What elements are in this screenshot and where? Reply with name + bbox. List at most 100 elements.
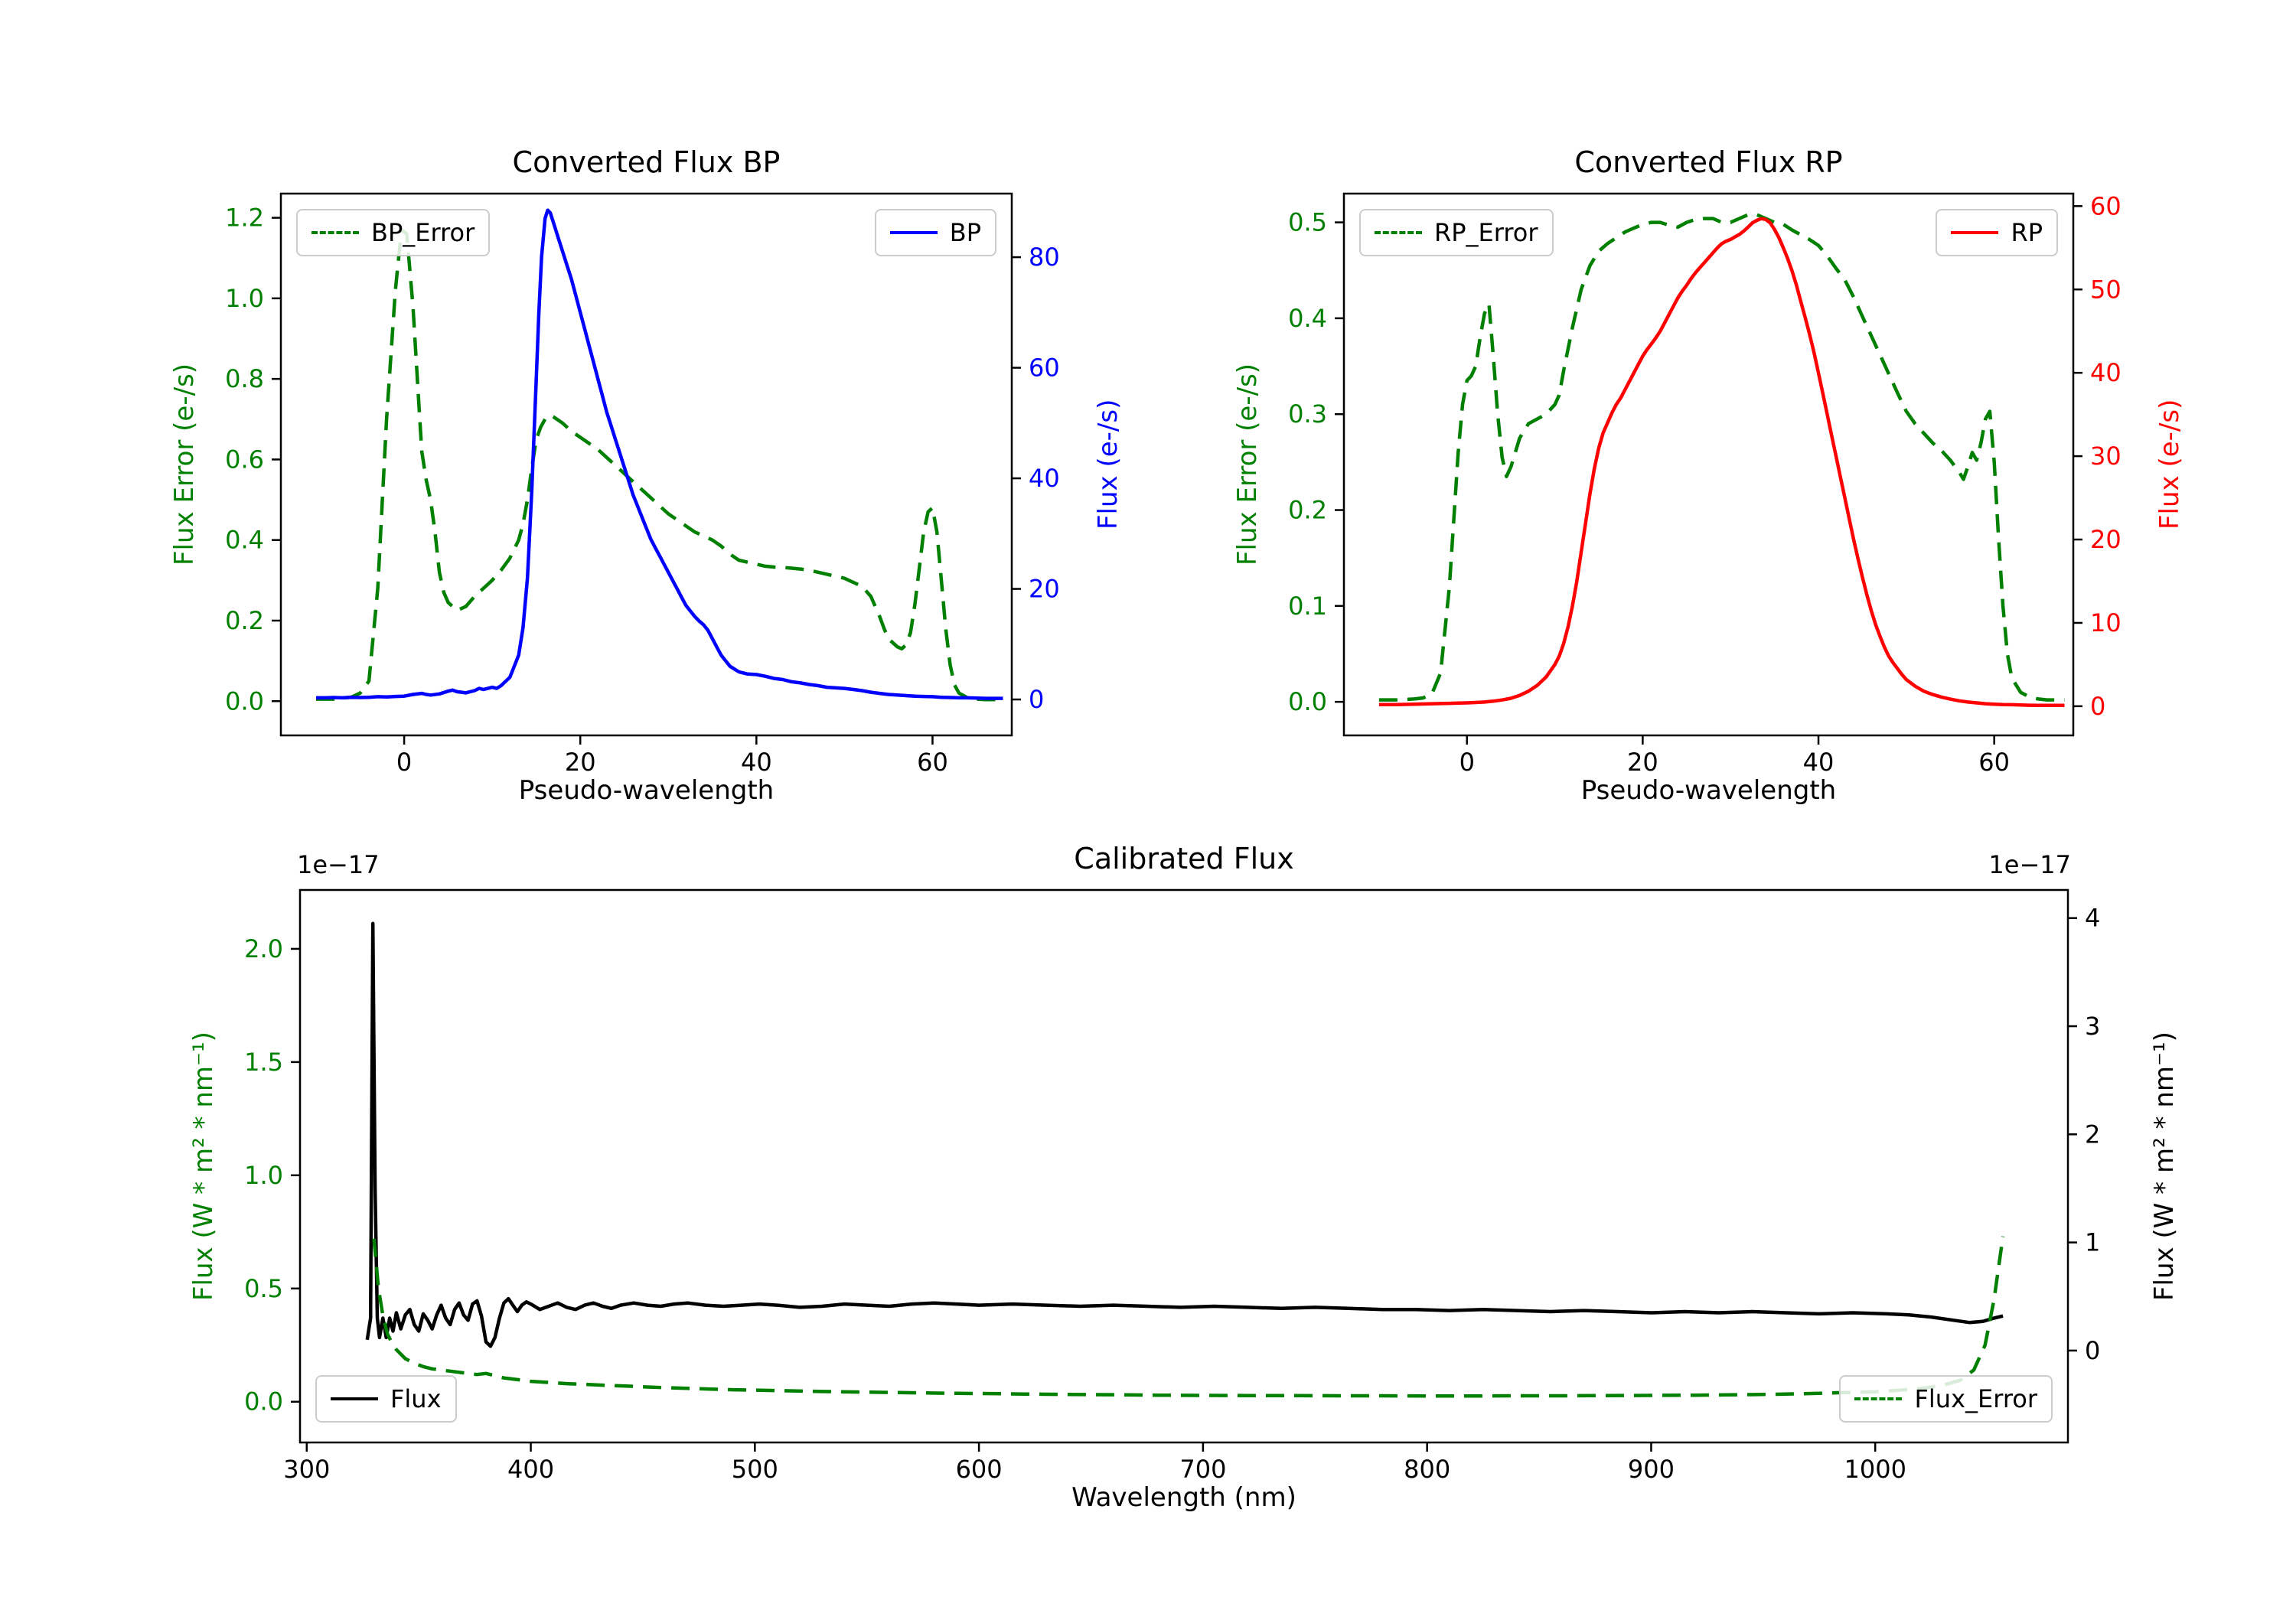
plot-title-calibrated: Calibrated Flux: [1074, 842, 1294, 875]
right-tick-label: 0: [2085, 1336, 2100, 1365]
series-group: [365, 921, 2005, 1398]
y-axis-label-left-bp: Flux Error (e-/s): [169, 363, 200, 566]
plot-title-bp: Converted Flux BP: [512, 145, 781, 179]
right-tick-label: 4: [2085, 904, 2100, 933]
legend-line-sample-flux-error: [1854, 1397, 1903, 1400]
axis-ticks: 0 20 40 60 0.0 0.2 0.4 0.6 0.8 1.0 1.2 0 20 40 60 80: [225, 204, 1060, 777]
x-tick-label: 40: [741, 748, 772, 777]
right-tick-label: 0: [2090, 692, 2105, 721]
x-tick-label: 800: [1404, 1455, 1450, 1484]
y-axis-label-left-calibrated: Flux (W * m² * nm⁻¹): [188, 1032, 219, 1301]
plot-area-calibrated: 300 400 500 600 700 800 900 1000 0.0 0.5 1.0 1.5 2.0…: [244, 888, 2100, 1484]
series-group: [1378, 213, 2065, 708]
right-tick-label: 30: [2090, 442, 2122, 471]
x-tick-label: 700: [1179, 1455, 1226, 1484]
series-group: [316, 208, 1003, 702]
y-axis-label-left-rp: Flux Error (e-/s): [1232, 363, 1263, 566]
plot-area-rp: 0 20 40 60 0.0 0.1 0.2 0.3 0.4 0.5 0 10 20 30 40 50 60: [1288, 191, 2122, 777]
axes-frame: [1342, 192, 2075, 737]
plot-area-bp: 0 20 40 60 0.0 0.2 0.4 0.6 0.8 1.0 1.2 0 20 40 60 80: [225, 192, 1060, 777]
left-tick-label: 0.3: [1288, 399, 1327, 429]
legend-label-bp-error: BP_Error: [371, 218, 475, 247]
x-tick-label: 20: [565, 748, 596, 777]
x-tick-label: 300: [283, 1455, 330, 1484]
right-tick-label: 3: [2085, 1012, 2100, 1041]
x-axis-label-rp: Pseudo-wavelength: [1580, 775, 1837, 806]
x-axis-label-bp: Pseudo-wavelength: [518, 775, 775, 806]
left-tick-label: 0.5: [244, 1274, 283, 1303]
left-tick-label: 0.0: [225, 686, 264, 715]
left-tick-label: 0.0: [1288, 687, 1327, 716]
x-tick-label: 500: [732, 1455, 778, 1484]
right-tick-label: 20: [1029, 575, 1060, 604]
offset-text-left: 1e−17: [297, 850, 380, 879]
legend-line-sample-bp-error: [311, 231, 359, 234]
left-tick-label: 0.2: [225, 606, 264, 635]
legend-line-sample-bp: [889, 231, 938, 234]
y-axis-label-right-rp: Flux (e-/s): [2154, 399, 2185, 530]
right-tick-label: 20: [2090, 525, 2122, 554]
axes-frame: [298, 888, 2069, 1444]
left-tick-label: 0.4: [1288, 304, 1327, 333]
legend-label-bp: BP: [949, 218, 981, 247]
right-tick-label: 40: [1029, 464, 1060, 493]
axes-frame: [279, 192, 1013, 737]
x-tick-label: 600: [956, 1455, 1003, 1484]
series-BP: [316, 208, 1003, 700]
right-tick-label: 2: [2085, 1120, 2100, 1149]
right-tick-label: 60: [1029, 354, 1060, 383]
legend-bp: BP: [874, 209, 996, 256]
series-Flux_Error: [372, 1236, 2005, 1398]
x-tick-label: 1000: [1844, 1455, 1906, 1484]
left-tick-label: 0.2: [1288, 496, 1327, 525]
legend-line-sample-rp: [1951, 231, 1999, 234]
subplot-converted-flux-bp: Converted Flux BP Flux Error (e-/s) Flux…: [169, 145, 1124, 806]
x-tick-label: 20: [1627, 748, 1658, 777]
left-tick-label: 0.0: [244, 1387, 283, 1416]
y-axis-label-right-bp: Flux (e-/s): [1093, 399, 1124, 530]
offset-text-right: 1e−17: [1988, 850, 2071, 879]
series-BP_Error: [316, 228, 1003, 702]
series-Flux: [365, 921, 2004, 1348]
axis-ticks: 0 20 40 60 0.0 0.1 0.2 0.3 0.4 0.5 0 10 20 30 40 50 60: [1288, 191, 2122, 777]
right-tick-label: 10: [2090, 608, 2122, 637]
x-axis-label-calibrated: Wavelength (nm): [1071, 1482, 1296, 1513]
legend-line-sample-rp-error: [1375, 231, 1422, 234]
legend-rp-error: RP_Error: [1359, 209, 1554, 256]
plot-title-rp: Converted Flux RP: [1574, 145, 1843, 179]
x-tick-label: 0: [396, 748, 412, 777]
left-tick-label: 0.8: [225, 364, 264, 393]
axis-ticks: 300 400 500 600 700 800 900 1000 0.0 0.5 1.0 1.5 2.0…: [244, 904, 2100, 1484]
left-tick-label: 1.2: [225, 204, 264, 233]
legend-flux-error: Flux_Error: [1839, 1375, 2053, 1423]
subplot-calibrated-flux: Calibrated Flux 1e−17 1e−17 Flux (W * m²…: [188, 842, 2180, 1513]
right-tick-label: 0: [1029, 685, 1044, 714]
right-tick-label: 40: [2090, 358, 2122, 387]
legend-bp-error: BP_Error: [296, 209, 491, 256]
right-tick-label: 80: [1029, 243, 1060, 272]
left-tick-label: 0.4: [225, 526, 264, 555]
legend-label-rp: RP: [2011, 218, 2043, 247]
legend-label-flux-error: Flux_Error: [1914, 1384, 2037, 1413]
series-RP_Error: [1378, 213, 2065, 702]
x-tick-label: 40: [1803, 748, 1835, 777]
left-tick-label: 1.0: [225, 284, 264, 313]
legend-line-sample-flux: [331, 1397, 378, 1400]
legend-label-flux: Flux: [390, 1384, 442, 1413]
left-tick-label: 0.5: [1288, 208, 1327, 237]
x-tick-label: 60: [917, 748, 948, 777]
x-tick-label: 0: [1459, 748, 1475, 777]
left-tick-label: 2.0: [244, 934, 283, 963]
legend-flux: Flux: [315, 1375, 457, 1423]
right-tick-label: 1: [2085, 1228, 2100, 1257]
legend-label-rp-error: RP_Error: [1434, 218, 1538, 247]
left-tick-label: 1.5: [244, 1048, 283, 1077]
x-tick-label: 400: [507, 1455, 554, 1484]
series-RP: [1378, 217, 2065, 708]
x-tick-label: 900: [1628, 1455, 1675, 1484]
left-tick-label: 0.1: [1288, 592, 1327, 621]
right-tick-label: 60: [2090, 191, 2122, 220]
legend-rp: RP: [1936, 209, 2058, 256]
subplot-converted-flux-rp: Converted Flux RP Flux Error (e-/s) Flux…: [1232, 145, 2185, 806]
